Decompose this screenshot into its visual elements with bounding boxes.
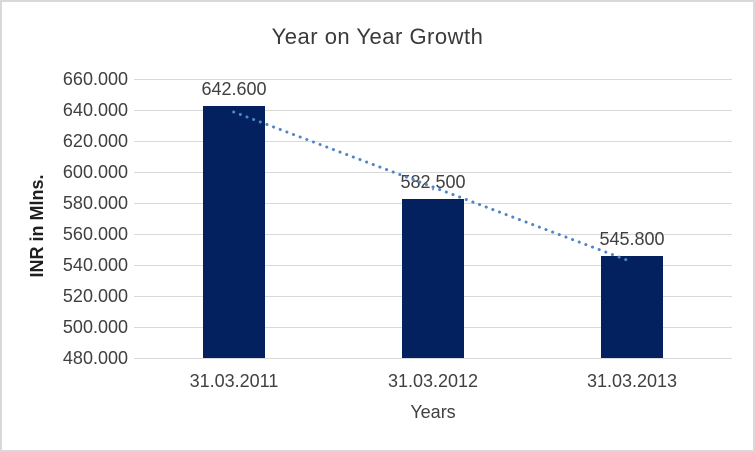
bar bbox=[203, 106, 265, 358]
chart-title: Year on Year Growth bbox=[271, 24, 484, 49]
y-tick-label: 580.000 bbox=[62, 193, 128, 213]
y-tick-label: 520.000 bbox=[62, 286, 128, 306]
bar-value-label: 582,500 bbox=[400, 172, 466, 192]
x-category-label: 31.03.2011 bbox=[189, 371, 279, 391]
y-tick-label: 500.000 bbox=[62, 317, 128, 337]
bar-value-label: 545.800 bbox=[599, 229, 665, 249]
gridline bbox=[134, 358, 732, 359]
y-tick-label: 540.000 bbox=[62, 255, 128, 275]
y-tick-label: 480.000 bbox=[62, 348, 128, 368]
x-category-label: 31.03.2013 bbox=[586, 371, 678, 391]
gridline bbox=[134, 79, 732, 80]
y-tick-label: 660.000 bbox=[62, 69, 128, 89]
y-tick-label: 600.000 bbox=[62, 162, 128, 182]
y-tick-label: 640.000 bbox=[62, 100, 128, 120]
y-tick-label: 620.000 bbox=[62, 131, 128, 151]
bar bbox=[601, 256, 663, 358]
x-category-label: 31.03.2012 bbox=[387, 371, 479, 391]
x-axis-title: Years bbox=[410, 402, 456, 422]
bar bbox=[402, 199, 464, 358]
y-tick-label: 560.000 bbox=[62, 224, 128, 244]
bar-value-label: 642.600 bbox=[201, 79, 267, 99]
